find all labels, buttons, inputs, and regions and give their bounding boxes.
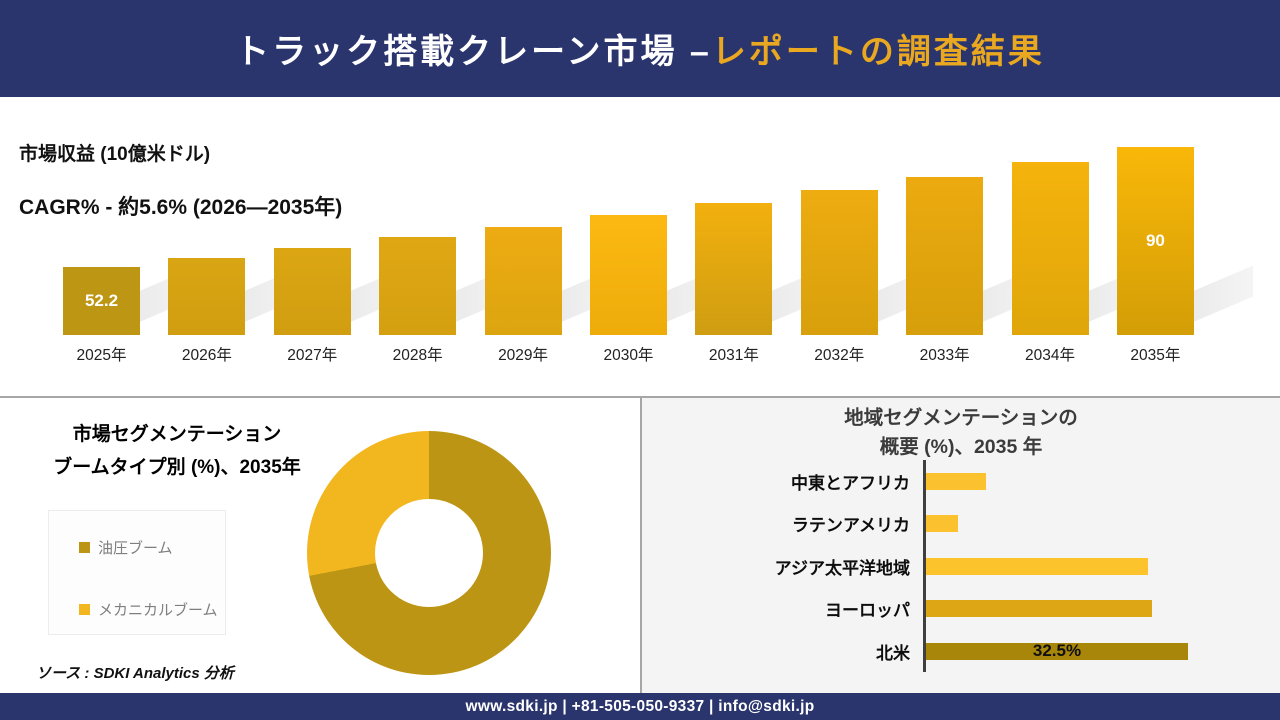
revenue-bar xyxy=(589,215,667,335)
mechanical-swatch-icon xyxy=(79,604,90,615)
revenue-bar xyxy=(695,203,773,335)
revenue-bar xyxy=(484,227,562,335)
revenue-bar: 52.2 xyxy=(63,267,140,335)
region-label: 北米 xyxy=(876,643,910,663)
page-title-accent: レポートの調査結果 xyxy=(711,33,1045,71)
footer-contact: www.sdki.jp | +81-505-050-9337 | info@sd… xyxy=(465,697,815,715)
region-bar xyxy=(926,515,958,533)
source-note: ソース : SDKI Analytics 分析 xyxy=(36,665,234,682)
region-chart-title: 地域セグメンテーションの 概要 (%)、2035 年 xyxy=(642,404,1280,462)
year-label: 2027年 xyxy=(287,347,338,364)
region-row: ラテンアメリカ xyxy=(642,503,1280,546)
year-label: 2033年 xyxy=(919,347,970,364)
revenue-metric-label: 市場収益 (10億米ドル) xyxy=(19,144,211,165)
revenue-bar xyxy=(168,258,246,335)
region-axis-line xyxy=(923,460,926,672)
year-label: 2035年 xyxy=(1130,347,1181,364)
revenue-bars: 52.2 2025年 2026年 2027年 2028年 2029年 2030年 2031年 2… xyxy=(63,140,1253,364)
boom-chart-title-line2: ブームタイプ別 (%)、2035年 xyxy=(53,457,301,478)
revenue-bar-col: 2027年 xyxy=(273,140,410,364)
page-title-main: トラック搭載クレーン市場 – xyxy=(235,33,712,71)
revenue-bar-col: 2030年 xyxy=(589,140,726,364)
revenue-headings: 市場収益 (10億米ドル) CAGR% - 約5.6% (2026―2035年) xyxy=(19,97,342,220)
footer-bar: www.sdki.jp | +81-505-050-9337 | info@sd… xyxy=(0,693,1280,720)
region-label: ラテンアメリカ xyxy=(791,516,910,536)
region-bar: 32.5% xyxy=(926,641,1188,661)
revenue-cagr-label: CAGR% - 約5.6% (2026―2035年) xyxy=(19,196,343,219)
year-label: 2028年 xyxy=(392,347,443,364)
revenue-bar-col: 2028年 xyxy=(379,140,516,364)
revenue-bar xyxy=(273,248,351,335)
region-row: ヨーロッパ xyxy=(642,588,1280,631)
page-title: トラック搭載クレーン市場 –レポートの調査結果 xyxy=(235,24,1045,73)
revenue-bar-col: 2031年 xyxy=(695,140,832,364)
year-label: 2034年 xyxy=(1025,347,1075,364)
legend-item-hydraulic: 油圧ブーム xyxy=(79,537,173,558)
region-label: アジア太平洋地域 xyxy=(774,558,910,578)
bar-value-label: 90 xyxy=(1145,231,1165,250)
region-row: 中東とアフリカ xyxy=(642,460,1280,503)
region-chart-title-line1: 地域セグメンテーションの xyxy=(844,407,1078,429)
legend-item-mechanical: メカニカルブーム xyxy=(79,599,218,620)
revenue-bar-col: 90 2035年 xyxy=(1116,140,1253,364)
region-rows: 中東とアフリカ ラテンアメリカアジア太平洋地域ヨーロッパ北米 32.5% xyxy=(642,460,1280,673)
revenue-bar-col: 2033年 xyxy=(906,140,1043,364)
boom-legend: 油圧ブーム メカニカルブーム xyxy=(48,510,226,635)
year-label: 2029年 xyxy=(498,347,549,364)
bar-value-label: 52.2 xyxy=(84,291,119,310)
legend-label-hydraulic: 油圧ブーム xyxy=(98,540,173,557)
region-segmentation-panel: 地域セグメンテーションの 概要 (%)、2035 年 中東とアフリカ ラテンアメリ… xyxy=(640,398,1280,693)
bottom-section: 市場セグメンテーション ブームタイプ別 (%)、2035年 油圧ブーム メカニカ… xyxy=(0,396,1280,693)
revenue-bar-col: 2034年 xyxy=(1011,140,1148,364)
boom-chart-title: 市場セグメンテーション ブームタイプ別 (%)、2035年 xyxy=(12,418,342,484)
region-bar xyxy=(926,600,1152,618)
revenue-bar xyxy=(906,177,984,335)
revenue-bar xyxy=(800,190,878,335)
hydraulic-swatch-icon xyxy=(79,542,90,553)
boom-donut xyxy=(307,431,551,675)
region-row: アジア太平洋地域 xyxy=(642,545,1280,588)
year-label: 2030年 xyxy=(603,347,654,364)
boom-segmentation-panel: 市場セグメンテーション ブームタイプ別 (%)、2035年 油圧ブーム メカニカ… xyxy=(0,398,640,693)
region-bar xyxy=(926,557,1148,575)
revenue-bar-col: 2032年 xyxy=(800,140,937,364)
region-row: 北米 32.5% xyxy=(642,630,1280,673)
revenue-bar-col: 52.2 2025年 xyxy=(63,140,199,364)
year-label: 2031年 xyxy=(708,347,759,364)
region-value-label: 32.5% xyxy=(1032,641,1082,661)
revenue-bar-col: 2029年 xyxy=(484,140,621,364)
revenue-bar-col: 2026年 xyxy=(168,140,305,364)
boom-chart-title-line1: 市場セグメンテーション xyxy=(72,424,282,445)
revenue-bar: 90 xyxy=(1116,147,1194,335)
region-chart-title-line2: 概要 (%)、2035 年 xyxy=(879,436,1043,458)
region-label: 中東とアフリカ xyxy=(791,473,910,493)
year-label: 2025年 xyxy=(76,347,127,364)
header-banner: トラック搭載クレーン市場 –レポートの調査結果 xyxy=(0,0,1280,97)
legend-label-mechanical: メカニカルブーム xyxy=(98,602,218,619)
year-label: 2026年 xyxy=(181,347,232,364)
year-label: 2032年 xyxy=(814,347,865,364)
region-label: ヨーロッパ xyxy=(825,601,910,621)
revenue-bar xyxy=(379,237,457,335)
region-bar xyxy=(926,472,986,490)
revenue-bar xyxy=(1011,162,1089,335)
revenue-section: 市場収益 (10億米ドル) CAGR% - 約5.6% (2026―2035年)… xyxy=(0,97,1280,396)
